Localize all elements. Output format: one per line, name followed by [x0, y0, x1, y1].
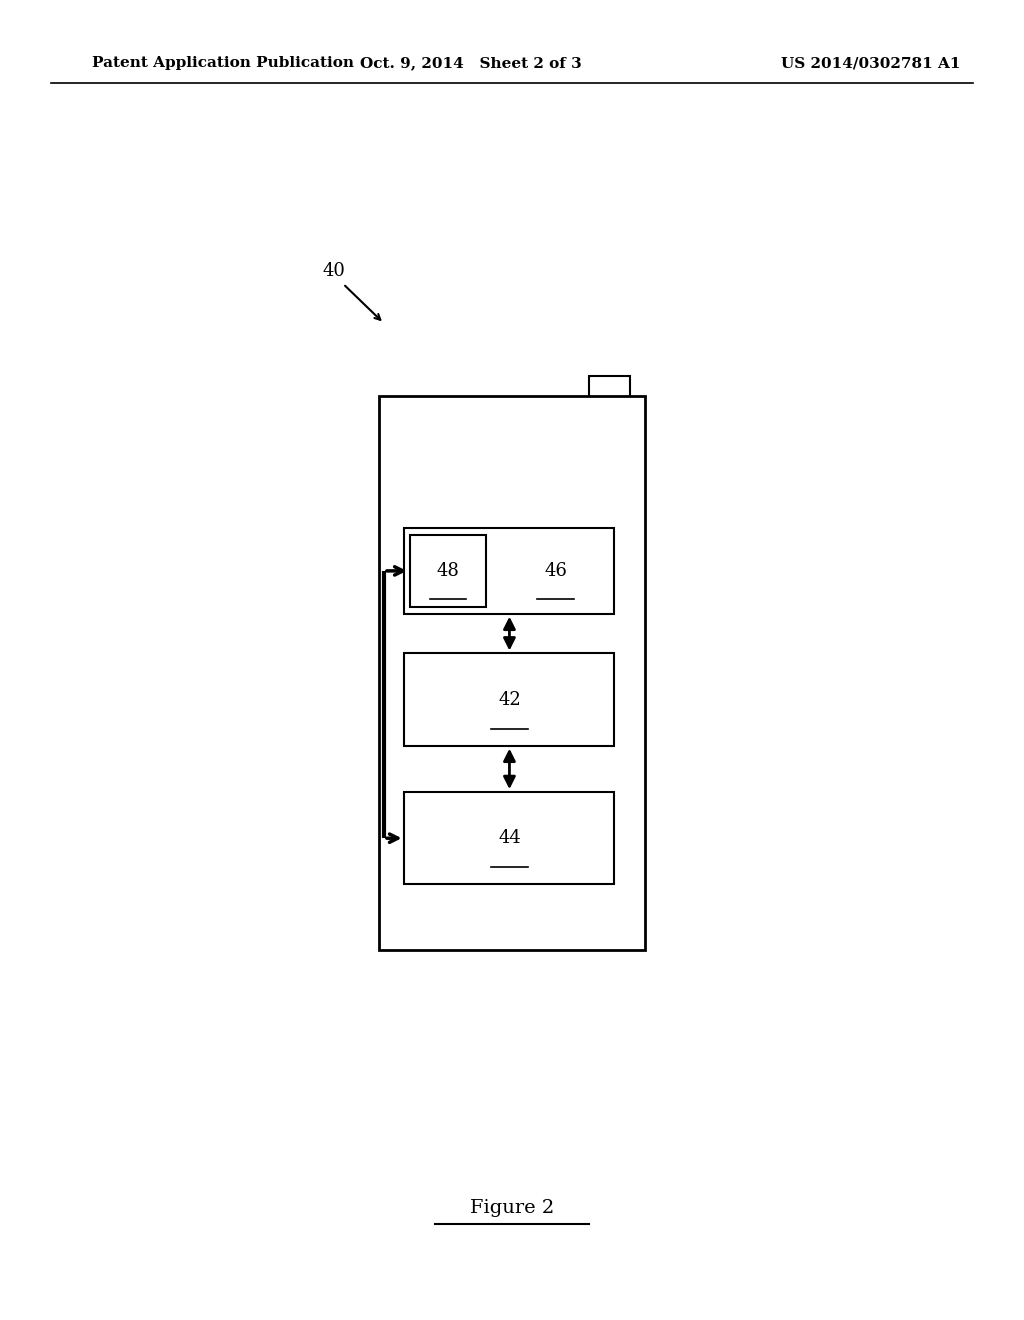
Bar: [404, 528, 614, 614]
Bar: [379, 396, 645, 950]
Bar: [589, 376, 630, 508]
Text: Oct. 9, 2014   Sheet 2 of 3: Oct. 9, 2014 Sheet 2 of 3: [360, 57, 582, 70]
Text: 40: 40: [323, 261, 345, 280]
Text: 46: 46: [544, 562, 567, 579]
Bar: [404, 653, 614, 746]
Text: Figure 2: Figure 2: [470, 1199, 554, 1217]
Text: 42: 42: [498, 690, 521, 709]
Text: 44: 44: [498, 829, 521, 847]
Text: Patent Application Publication: Patent Application Publication: [92, 57, 354, 70]
Text: 48: 48: [436, 562, 460, 579]
Bar: [410, 535, 486, 607]
Text: US 2014/0302781 A1: US 2014/0302781 A1: [780, 57, 961, 70]
Bar: [404, 792, 614, 884]
